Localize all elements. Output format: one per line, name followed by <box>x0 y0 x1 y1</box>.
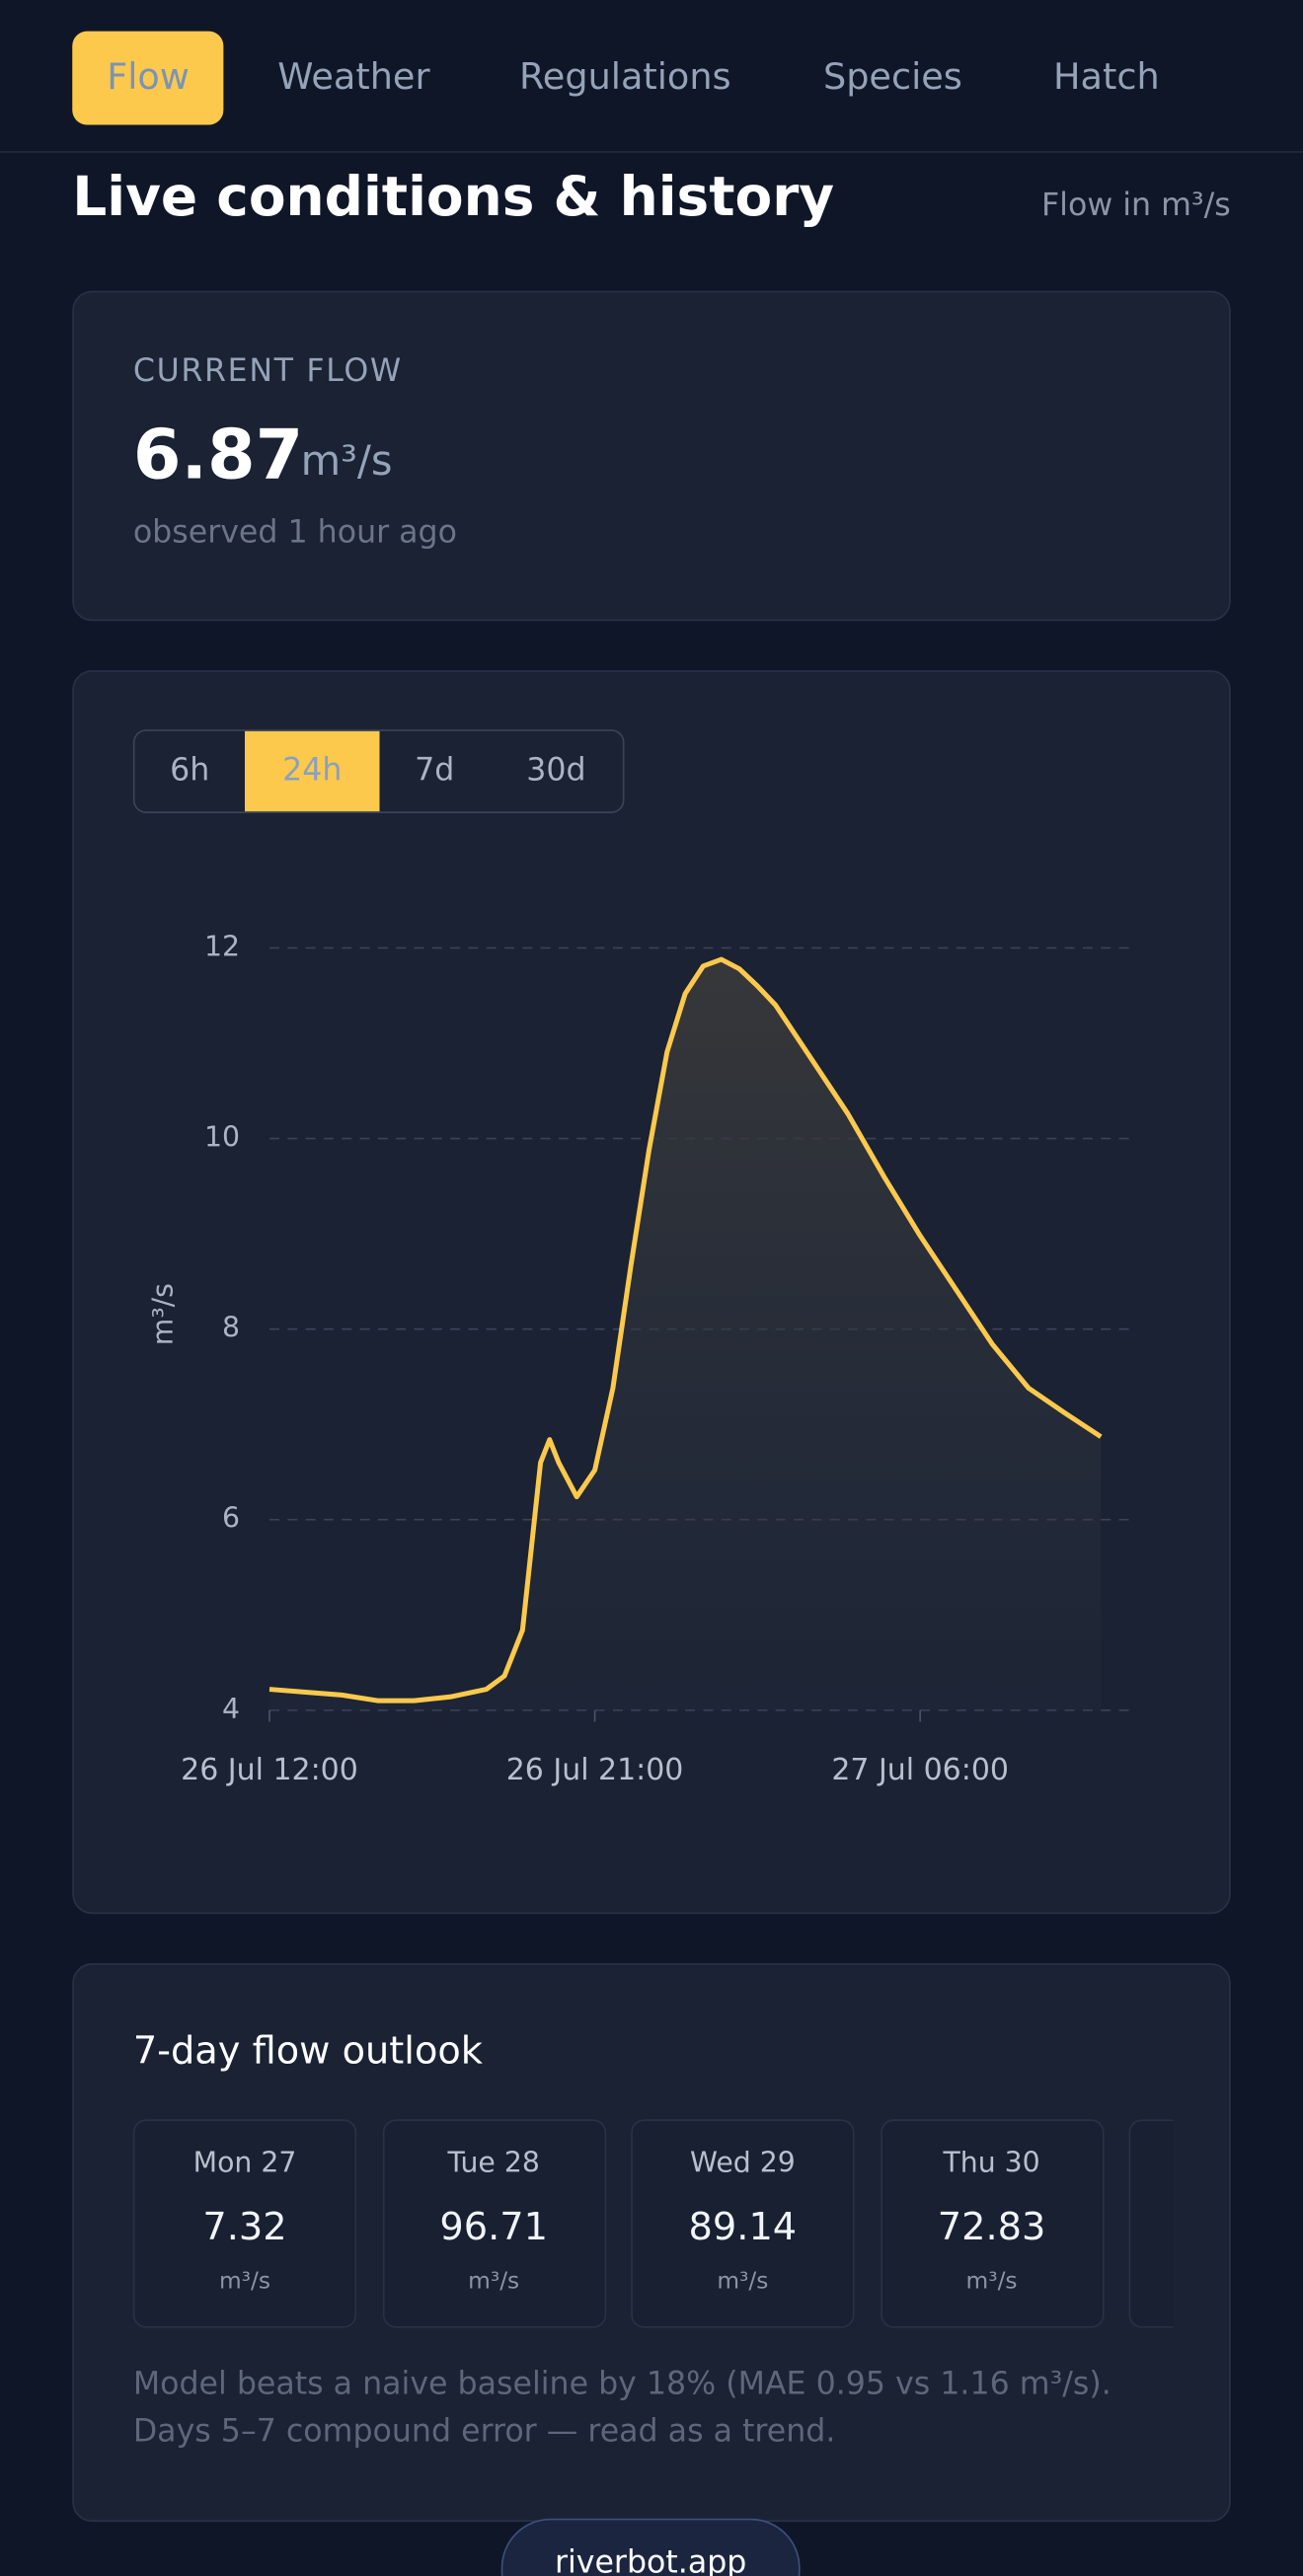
y-tick-label: 12 <box>204 930 240 962</box>
day-value: 96.71 <box>439 2206 549 2249</box>
day-card: Thu 30 72.83 m³/s <box>880 2119 1104 2328</box>
nav-item[interactable]: Flow <box>72 31 224 125</box>
current-label: CURRENT FLOW <box>132 352 403 390</box>
line <box>268 956 1103 1704</box>
x-tick-label: 26 Jul 21:00 <box>506 1753 684 1787</box>
x-tick-label: 26 Jul 12:00 <box>181 1753 358 1787</box>
unit-note: Flow in m³/s <box>1040 187 1231 224</box>
observed-time: observed 1 hour ago <box>132 514 457 551</box>
y-tick-label: 8 <box>222 1312 240 1344</box>
current-unit: m³/s <box>300 436 393 486</box>
range-tab[interactable]: 30d <box>526 752 586 789</box>
day-card-partial <box>1128 2119 1174 2328</box>
nav-item[interactable]: Species <box>822 57 962 99</box>
footer-button[interactable]: riverbot.app <box>500 2518 801 2576</box>
range-tabs: 6h 24h 7d 30d <box>132 729 625 813</box>
nav-item[interactable]: Regulations <box>519 57 731 99</box>
nav-bar: Flow Weather Regulations Species Hatch <box>0 0 1303 153</box>
day-value: 7.32 <box>202 2206 287 2249</box>
day-unit: m³/s <box>717 2268 769 2296</box>
range-tab[interactable]: 7d <box>415 752 455 789</box>
day-name: Tue 28 <box>447 2147 540 2180</box>
day-name: Wed 29 <box>690 2147 796 2180</box>
y-axis-label: m³/s <box>146 1283 179 1345</box>
day-unit: m³/s <box>468 2268 520 2296</box>
page-title: Live conditions & history <box>72 164 835 229</box>
day-name: Thu 30 <box>943 2147 1040 2180</box>
day-value: 72.83 <box>937 2206 1046 2249</box>
range-tab[interactable]: 24h <box>245 730 380 812</box>
range-tab[interactable]: 6h <box>170 752 210 789</box>
day-unit: m³/s <box>218 2268 271 2296</box>
day-unit: m³/s <box>965 2268 1018 2296</box>
nav-item[interactable]: Hatch <box>1052 57 1160 99</box>
day-card: Mon 27 7.32 m³/s <box>132 2119 357 2328</box>
day-card: Wed 29 89.14 m³/s <box>631 2119 855 2328</box>
day-name: Mon 27 <box>192 2147 297 2180</box>
note-line: Days 5–7 compound error — read as a tren… <box>132 2413 836 2450</box>
flow-chart: m³/s 4 6 8 10 12 26 Jul 12:00 26 Jul 21:00 27 J… <box>146 930 1137 1787</box>
nav-item[interactable]: Weather <box>277 57 430 99</box>
day-card: Tue 28 96.71 m³/s <box>382 2119 606 2328</box>
y-tick-label: 6 <box>222 1502 240 1535</box>
outlook-title: 7-day flow outlook <box>132 2030 483 2074</box>
area <box>268 959 1102 1710</box>
x-tick-label: 27 Jul 06:00 <box>831 1753 1009 1787</box>
current-card <box>72 290 1231 622</box>
y-tick-label: 10 <box>204 1121 240 1154</box>
current-value: 6.87 <box>132 414 304 495</box>
note-line: Model beats a naive baseline by 18% (MAE… <box>132 2365 1111 2402</box>
y-tick-label: 4 <box>222 1693 240 1725</box>
day-value: 89.14 <box>688 2206 798 2249</box>
